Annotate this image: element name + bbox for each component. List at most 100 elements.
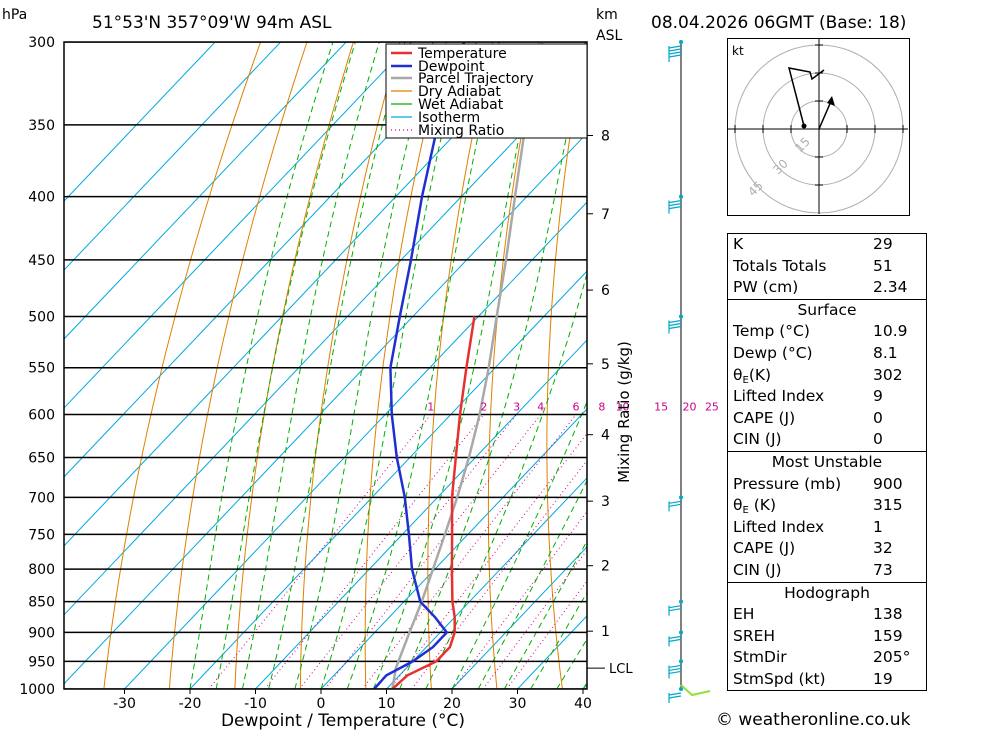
dry-adiabat-line bbox=[546, 42, 587, 689]
storm-direction-value: 205° bbox=[873, 648, 911, 667]
wind-level-dot bbox=[679, 659, 683, 664]
km-tick-label: 4 bbox=[601, 428, 610, 444]
isotherm-line bbox=[64, 42, 544, 547]
row-surface-cin: CIN (J) 0 bbox=[728, 429, 926, 451]
surface-cin-label: CIN (J) bbox=[733, 430, 782, 449]
isotherm-line bbox=[386, 477, 587, 689]
hodograph-panel: kt 15 30 45 bbox=[727, 38, 910, 216]
isotherm-line bbox=[189, 270, 587, 689]
surface-cin-value: 0 bbox=[873, 430, 883, 449]
surface-lifted-index-label: Lifted Index bbox=[733, 387, 825, 406]
surface-theta-unit: (K) bbox=[748, 365, 772, 384]
pressure-tick-label: 350 bbox=[28, 118, 55, 134]
storm-speed-value: 19 bbox=[873, 669, 893, 688]
mixing-ratio-label: 8 bbox=[598, 400, 605, 413]
isotherm-line bbox=[64, 42, 413, 409]
surface-lifted-index-value: 9 bbox=[873, 387, 883, 406]
legend-label-temperature: Temperature bbox=[417, 46, 507, 62]
wind-barb bbox=[668, 325, 682, 330]
dry-adiabat-line bbox=[103, 42, 262, 689]
wind-barb bbox=[668, 319, 682, 324]
pressure-tick-label: 750 bbox=[28, 527, 55, 543]
hodograph-ring-label-30: 30 bbox=[770, 156, 791, 177]
mixing-ratio-line bbox=[482, 549, 587, 689]
wet-adiabat-line bbox=[372, 42, 540, 689]
row-storm-speed: StmSpd (kt) 19 bbox=[728, 669, 926, 691]
surface-theta-e-label: θE(K) bbox=[733, 365, 771, 392]
surface-dewp-value: 8.1 bbox=[873, 343, 898, 362]
pressure-tick-label: 600 bbox=[28, 407, 55, 423]
k-index-value: 29 bbox=[873, 235, 893, 253]
surface-theta-subscript: E bbox=[742, 374, 749, 386]
x-tick-label: 20 bbox=[443, 696, 461, 712]
row-mu-pressure: Pressure (mb) 900 bbox=[728, 474, 926, 496]
mixing-ratio-line bbox=[389, 432, 587, 689]
precipitable-water-label: PW (cm) bbox=[733, 278, 799, 297]
row-mu-theta-e: θE (K) 315 bbox=[728, 495, 926, 517]
row-sreh: SREH 159 bbox=[728, 626, 926, 648]
isotherm-line bbox=[64, 63, 587, 616]
dry-adiabat-line bbox=[168, 42, 308, 689]
legend-label-wet-adiabat: Wet Adiabat bbox=[418, 97, 504, 113]
dry-adiabat-line bbox=[427, 42, 494, 689]
hodograph-ticks bbox=[734, 44, 904, 186]
legend: Temperature Dewpoint Parcel Trajectory D… bbox=[385, 43, 588, 139]
x-tick-label: 30 bbox=[509, 696, 527, 712]
wet-adiabat-line bbox=[294, 42, 434, 689]
mixing-ratio-label: 6 bbox=[573, 400, 580, 413]
pressure-tick-label: 850 bbox=[28, 595, 55, 611]
wind-level-dot bbox=[679, 495, 683, 500]
mu-theta-symbol: θ bbox=[733, 496, 743, 515]
km-tick-label: 6 bbox=[601, 283, 610, 299]
isotherm-line bbox=[64, 42, 216, 202]
mixing-ratio-label: 2 bbox=[480, 400, 487, 413]
pressure-tick-label: 550 bbox=[28, 361, 55, 377]
mu-pressure-value: 900 bbox=[873, 474, 903, 493]
wind-barb bbox=[668, 695, 682, 699]
row-surface-theta-e: θE(K) 302 bbox=[728, 365, 926, 387]
isotherm-line bbox=[64, 42, 478, 478]
legend-label-parcel: Parcel Trajectory bbox=[418, 71, 534, 87]
surface-theta-e-value: 302 bbox=[873, 365, 903, 384]
sreh-label: SREH bbox=[733, 626, 776, 645]
k-index-label: K bbox=[733, 235, 744, 253]
legend-box bbox=[385, 43, 588, 139]
wind-barb bbox=[668, 206, 682, 210]
mu-theta-e-label: θE (K) bbox=[733, 495, 776, 522]
mixing-ratio-label: 20 bbox=[682, 400, 696, 413]
legend-label-dewpoint: Dewpoint bbox=[418, 59, 485, 75]
surface-section: Surface Temp (°C) 10.9 Dewp (°C) 8.1 θE(K)… bbox=[728, 298, 926, 451]
mixing-ratio-label: 10 bbox=[616, 400, 630, 413]
storm-motion-arrowhead bbox=[827, 96, 835, 106]
wet-adiabat-line bbox=[451, 400, 587, 689]
row-surface-dewp: Dewp (°C) 8.1 bbox=[728, 343, 926, 365]
wind-barb bbox=[668, 51, 682, 55]
indices-panel: K 29 Totals Totals 51 PW (cm) 2.34 Surface … bbox=[727, 233, 927, 692]
wet-adiabat-line bbox=[399, 42, 586, 689]
weatheronline-credit-link[interactable]: © weatheronline.co.uk bbox=[716, 710, 911, 730]
mixing-ratio-label: 1 bbox=[427, 400, 434, 413]
mu-cin-label: CIN (J) bbox=[733, 560, 782, 579]
x-tick-label: -20 bbox=[179, 696, 202, 712]
wind-barb bbox=[668, 605, 682, 609]
row-precipitable-water: PW (cm) 2.34 bbox=[728, 277, 926, 299]
wind-level-dot bbox=[679, 630, 683, 635]
x-tick-label: 40 bbox=[574, 696, 592, 712]
wind-barb bbox=[668, 670, 682, 675]
mu-theta-unit: (K) bbox=[748, 496, 776, 515]
pressure-tick-label: 500 bbox=[28, 310, 55, 326]
wind-barb bbox=[668, 608, 682, 612]
mixing-ratio-line bbox=[208, 414, 432, 689]
pressure-tick-label: 1000 bbox=[19, 682, 55, 698]
km-tick-label: 7 bbox=[601, 207, 610, 223]
row-storm-direction: StmDir 205° bbox=[728, 647, 926, 669]
totals-totals-label: Totals Totals bbox=[733, 256, 827, 275]
surface-temp-value: 10.9 bbox=[873, 322, 908, 341]
legend-label-dry-adiabat: Dry Adiabat bbox=[418, 84, 501, 100]
wind-barb bbox=[668, 692, 682, 696]
mixing-ratio-label: 4 bbox=[537, 400, 544, 413]
dewpoint-line bbox=[373, 42, 466, 689]
wind-barb bbox=[668, 203, 682, 207]
wind-barb bbox=[668, 638, 682, 642]
hodograph-plot: kt 15 30 45 bbox=[728, 39, 908, 214]
